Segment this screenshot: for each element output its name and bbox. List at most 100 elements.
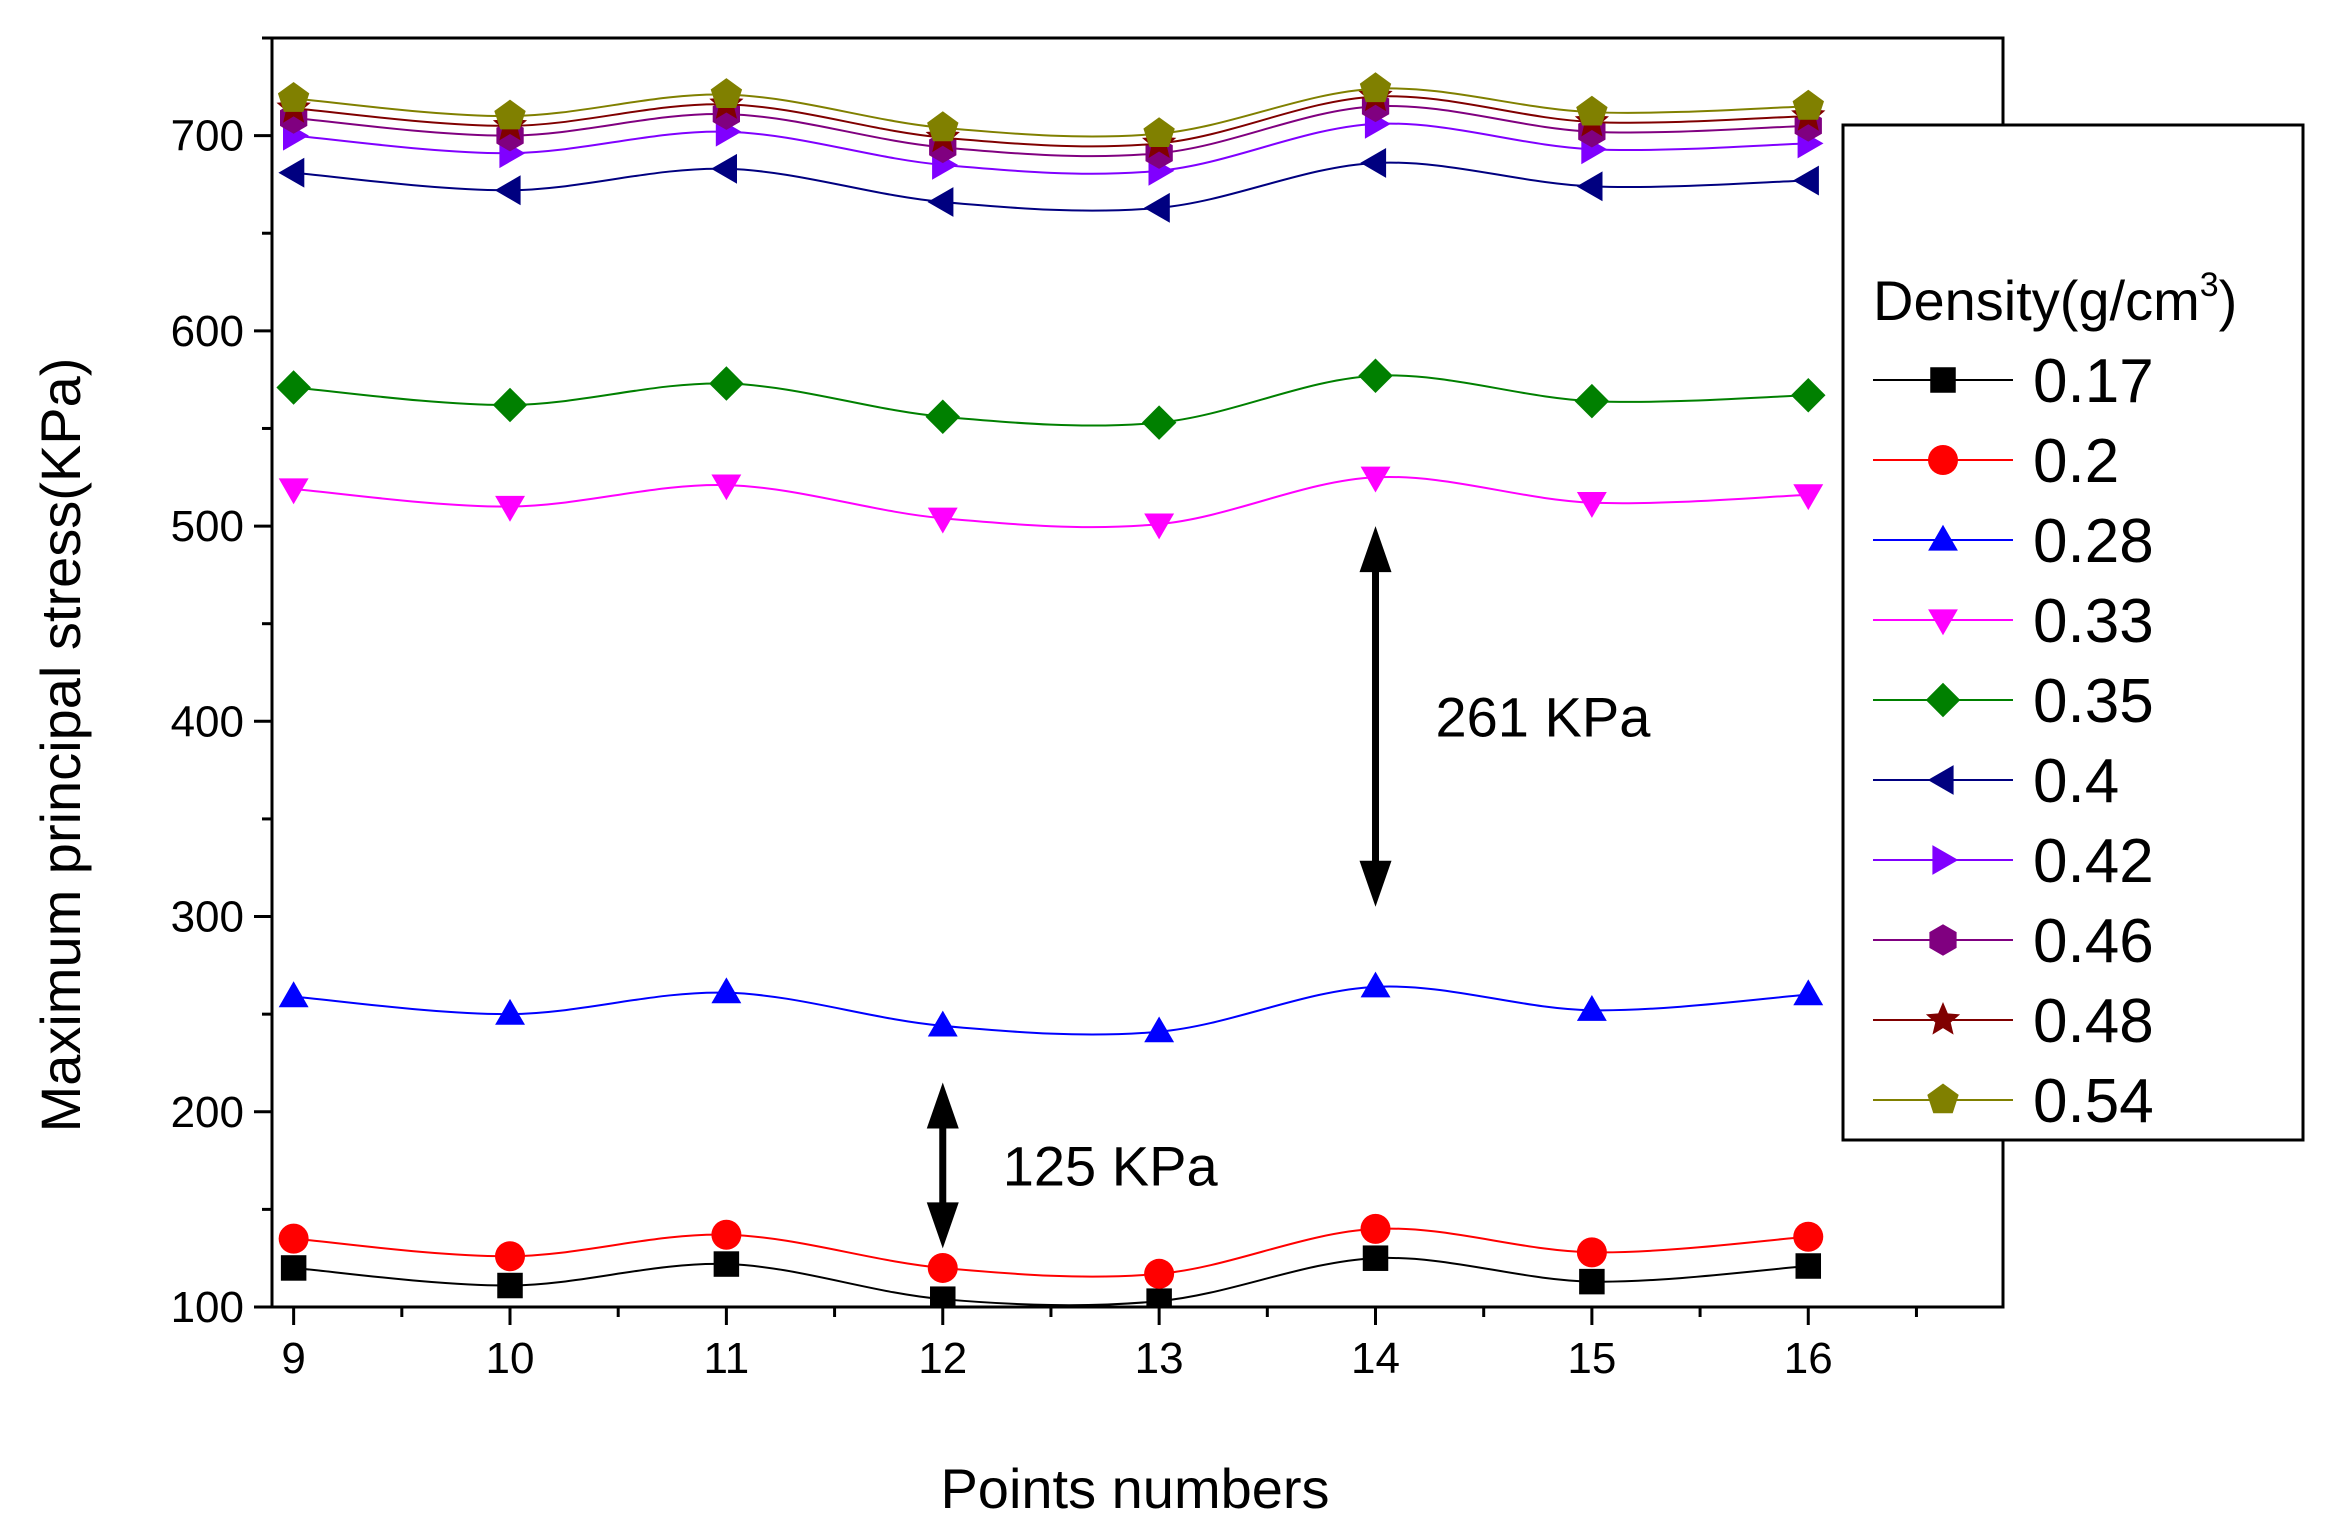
- point-0.54-14: [1359, 72, 1392, 103]
- point-0.2-15: [1576, 1237, 1607, 1268]
- x-tick-label-14: 14: [1351, 1334, 1400, 1383]
- annotation-label: 261 KPa: [1436, 685, 1652, 748]
- point-0.33-12: [927, 507, 958, 534]
- series-line-0.2: [293, 1227, 1809, 1278]
- legend-marker-0.28: [1928, 524, 1958, 551]
- annotation-arrowhead-up: [1359, 526, 1392, 573]
- legend-label-0.54: 0.54: [2033, 1067, 2154, 1136]
- point-0.4-16: [1793, 165, 1819, 196]
- point-0.2-9: [278, 1223, 309, 1254]
- series-line-0.33: [293, 475, 1809, 529]
- point-0.17-13: [1146, 1288, 1172, 1307]
- annotation-arrowhead-down: [1359, 860, 1392, 907]
- legend-marker-0.4: [1927, 765, 1954, 795]
- legend-item-0.28: 0.28: [1873, 507, 2154, 576]
- legend-marker-0.42: [1932, 845, 1959, 875]
- x-tick-label-12: 12: [918, 1334, 967, 1383]
- point-0.54-10: [494, 99, 526, 130]
- y-tick-label-100: 100: [171, 1283, 244, 1332]
- point-0.17-11: [713, 1251, 740, 1277]
- legend-marker-0.46: [1929, 924, 1957, 956]
- point-0.28-15: [1576, 995, 1607, 1021]
- point-0.33-15: [1576, 492, 1607, 518]
- point-0.28-12: [927, 1010, 958, 1037]
- series-line-0.17: [293, 1256, 1809, 1307]
- point-0.35-9: [276, 370, 311, 405]
- x-tick-label-9: 9: [281, 1334, 305, 1383]
- plot-area: [276, 72, 1826, 1307]
- point-0.17-15: [1579, 1268, 1605, 1295]
- point-0.33-14: [1360, 466, 1391, 493]
- point-0.33-10: [495, 495, 525, 522]
- series-0.33: [278, 466, 1824, 540]
- legend-item-0.35: 0.35: [1873, 667, 2154, 736]
- point-0.4-10: [494, 175, 521, 206]
- x-tick-label-10: 10: [486, 1334, 535, 1383]
- x-axis-title: Points numbers: [940, 1457, 1329, 1520]
- legend-label-0.4: 0.4: [2033, 747, 2119, 816]
- y-tick-label-600: 600: [171, 307, 244, 356]
- legend-item-0.17: 0.17: [1873, 347, 2154, 416]
- y-axis-title: Maximum principal stress(KPa): [29, 358, 92, 1133]
- point-0.2-16: [1793, 1221, 1824, 1252]
- legend-marker-0.17: [1930, 367, 1956, 393]
- series-line-0.48: [293, 95, 1809, 148]
- point-0.35-16: [1791, 378, 1826, 413]
- legend-label-0.17: 0.17: [2033, 347, 2154, 416]
- point-0.54-11: [710, 78, 743, 108]
- point-0.2-10: [495, 1241, 526, 1272]
- legend-item-0.4: 0.4: [1873, 747, 2119, 816]
- legend-label-0.46: 0.46: [2033, 907, 2154, 976]
- series-0.17: [280, 1245, 1822, 1307]
- legend-item-0.54: 0.54: [1873, 1067, 2154, 1136]
- point-0.54-13: [1143, 117, 1175, 147]
- series-0.54: [277, 72, 1824, 147]
- series-line-0.42: [293, 122, 1809, 175]
- point-0.17-12: [930, 1286, 956, 1307]
- legend-marker-0.54: [1927, 1083, 1959, 1114]
- legend-title: Density(g/cm3): [1873, 266, 2237, 332]
- point-0.35-15: [1574, 383, 1610, 419]
- point-0.28-16: [1793, 979, 1824, 1006]
- legend-item-0.42: 0.42: [1873, 827, 2154, 896]
- y-tick-label-700: 700: [171, 112, 244, 161]
- annotation-arrowhead-down: [926, 1202, 959, 1249]
- legend-item-0.33: 0.33: [1873, 587, 2154, 656]
- point-0.54-12: [927, 111, 959, 142]
- point-0.35-11: [709, 366, 744, 401]
- point-0.4-12: [927, 187, 954, 217]
- point-0.2-11: [711, 1219, 742, 1250]
- point-0.4-13: [1143, 192, 1170, 223]
- point-0.17-9: [280, 1255, 307, 1281]
- legend-marker-0.35: [1925, 682, 1961, 718]
- series-0.2: [278, 1213, 1824, 1289]
- point-0.2-14: [1360, 1213, 1391, 1244]
- point-0.2-12: [927, 1252, 958, 1283]
- annotation-arrowhead-up: [926, 1082, 959, 1129]
- series-line-0.46: [293, 104, 1809, 158]
- x-tick-label-11: 11: [704, 1334, 750, 1383]
- series-line-0.4: [293, 161, 1809, 212]
- point-0.4-11: [711, 153, 737, 184]
- point-0.54-16: [1792, 89, 1824, 120]
- point-0.33-13: [1144, 513, 1175, 540]
- y-tick-label-400: 400: [171, 697, 244, 746]
- legend-label-0.48: 0.48: [2033, 987, 2154, 1056]
- point-0.33-11: [711, 474, 742, 501]
- point-0.35-14: [1358, 358, 1393, 393]
- series-line-0.28: [293, 985, 1809, 1036]
- point-0.4-9: [278, 157, 305, 188]
- legend-box: [1841, 123, 2305, 1142]
- point-0.17-16: [1795, 1253, 1822, 1279]
- series-line-0.54: [293, 87, 1809, 138]
- annotation-label: 125 KPa: [1003, 1134, 1219, 1197]
- point-0.4-15: [1576, 171, 1603, 202]
- plot-frame: [270, 36, 2005, 1309]
- point-0.4-14: [1360, 148, 1387, 178]
- x-tick-label-13: 13: [1135, 1334, 1184, 1383]
- point-0.17-10: [497, 1272, 523, 1299]
- legend: Density(g/cm3) 0.17 0.2 0.28 0.33 0.35 0.4 0.42…: [1841, 123, 2305, 1142]
- annotation-1: 261 KPa: [1359, 526, 1652, 907]
- series-0.35: [276, 358, 1826, 440]
